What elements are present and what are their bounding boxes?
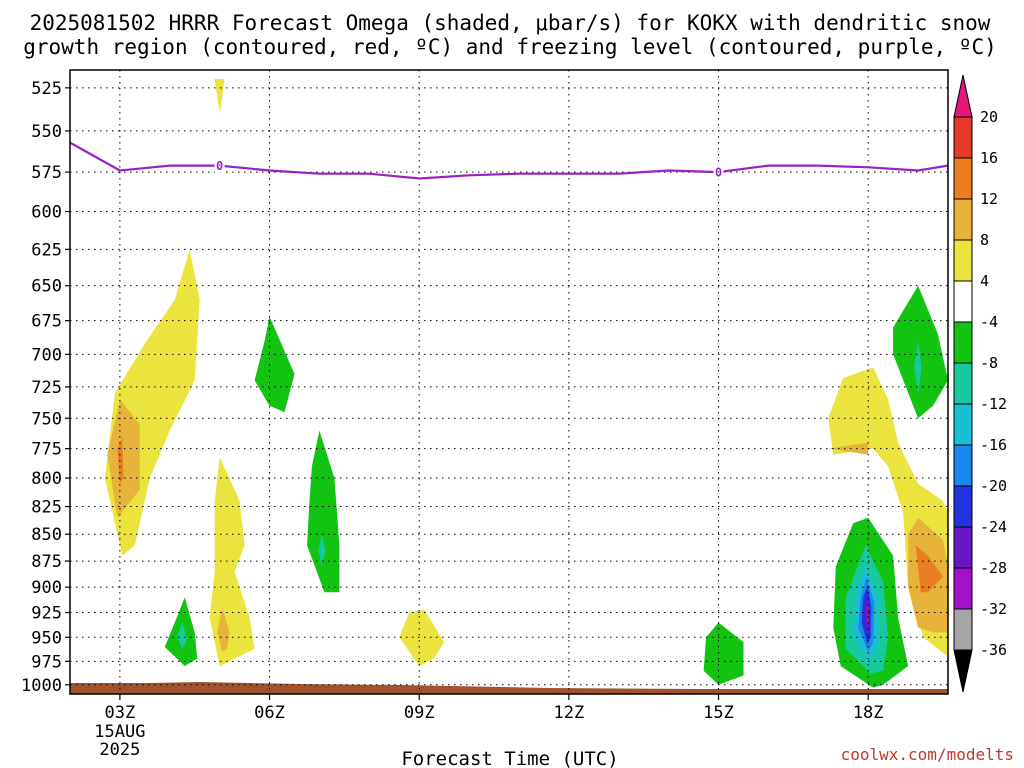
omega-region-7: [177, 622, 188, 649]
y-tick-label: 925: [31, 604, 62, 624]
omega-shading: [104, 79, 948, 688]
x-tick-label: 06Z: [254, 703, 285, 723]
y-tick-label: 750: [31, 409, 62, 429]
x-tick-label: 09Z: [404, 703, 435, 723]
colorbar: 20 16 12 8 4 -4 -8 -12 -16 -20 -24 -28 -32 -36: [953, 74, 1007, 693]
colorbar-box-6: [953, 362, 973, 405]
omega-region-25: [914, 341, 922, 394]
colorbar-box-7: [953, 403, 973, 446]
x-date-day: 15AUG: [94, 722, 145, 742]
colorbar-box-3: [953, 239, 973, 282]
colorbar-label: 16: [980, 149, 998, 167]
omega-region-9: [307, 430, 340, 593]
colorbar-label: -8: [980, 354, 998, 372]
colorbar-label: -20: [980, 477, 1007, 495]
chart-title-line-2: growth region (contoured, red, ºC) and f…: [23, 35, 997, 59]
colorbar-top-arrow: [953, 74, 973, 118]
omega-region-11: [399, 609, 445, 667]
y-tick-label: 775: [31, 440, 62, 460]
colorbar-label: -16: [980, 436, 1007, 454]
x-axis-title: Forecast Time (UTC): [401, 748, 618, 768]
y-tick-label: 875: [31, 552, 62, 572]
y-tick-label: 625: [31, 240, 62, 260]
omega-region-12: [703, 622, 744, 685]
omega-region-8: [254, 316, 295, 413]
credit-text: coolwx.com/modelts: [841, 745, 1014, 764]
colorbar-box-0: [953, 116, 973, 159]
terrain-band: [70, 682, 948, 694]
x-axis: 15AUG 2025 03Z 06Z 09Z 12Z 15Z 18Z: [94, 694, 884, 760]
colorbar-box-1: [953, 157, 973, 200]
omega-region-5: [214, 79, 225, 114]
y-tick-label: 550: [31, 122, 62, 142]
x-tick-label: 15Z: [703, 703, 734, 723]
omega-region-10: [318, 534, 326, 567]
y-tick-label: 600: [31, 203, 62, 223]
x-date-year: 2025: [99, 740, 140, 760]
colorbar-label: -36: [980, 641, 1007, 659]
freezing-level-line: [70, 141, 948, 180]
colorbar-label: -28: [980, 559, 1007, 577]
colorbar-label: 4: [980, 272, 989, 290]
colorbar-box-9: [953, 485, 973, 528]
colorbar-label: -4: [980, 313, 998, 331]
colorbar-label: 20: [980, 108, 998, 126]
freezing-level-label: 0: [715, 166, 722, 180]
y-tick-label: 1000: [21, 676, 62, 696]
y-axis: 525 550 575 600 625 650 675 700 725 750 775 800 825 8…: [21, 79, 70, 696]
chart-title-line-1: 2025081502 HRRR Forecast Omega (shaded, …: [30, 11, 991, 35]
grid-lines: [70, 70, 948, 694]
x-tick-label: 18Z: [853, 703, 884, 723]
freezing-label-bg: [214, 158, 225, 173]
y-tick-label: 800: [31, 469, 62, 489]
colorbar-box-4: [953, 280, 973, 323]
omega-region-4: [217, 607, 230, 652]
colorbar-label: -12: [980, 395, 1007, 413]
x-tick-label: 03Z: [105, 703, 136, 723]
omega-region-14: [828, 442, 869, 455]
colorbar-box-8: [953, 444, 973, 487]
freezing-level-label: 0: [216, 159, 223, 173]
y-tick-label: 525: [31, 79, 62, 99]
y-tick-label: 950: [31, 628, 62, 648]
colorbar-label: 8: [980, 231, 989, 249]
colorbar-box-12: [953, 608, 973, 651]
y-tick-label: 850: [31, 525, 62, 545]
colorbar-bottom-arrow: [953, 649, 973, 693]
colorbar-label: -24: [980, 518, 1007, 536]
x-tick-label: 12Z: [554, 703, 585, 723]
y-tick-label: 575: [31, 163, 62, 183]
freezing-label-bg: [713, 165, 724, 180]
y-tick-label: 650: [31, 277, 62, 297]
plot-frame: [69, 69, 949, 695]
colorbar-box-10: [953, 526, 973, 569]
colorbar-box-5: [953, 321, 973, 364]
omega-region-1: [107, 399, 140, 518]
omega-region-24: [893, 285, 948, 419]
y-tick-label: 825: [31, 498, 62, 518]
terrain: [70, 682, 948, 694]
y-tick-label: 975: [31, 652, 62, 672]
y-tick-label: 700: [31, 345, 62, 365]
colorbar-box-2: [953, 198, 973, 241]
colorbar-label: -32: [980, 600, 1007, 618]
y-tick-label: 900: [31, 578, 62, 598]
colorbar-box-11: [953, 567, 973, 610]
colorbar-label: 12: [980, 190, 998, 208]
y-tick-label: 675: [31, 312, 62, 332]
y-tick-label: 725: [31, 378, 62, 398]
omega-region-16: [915, 545, 943, 593]
